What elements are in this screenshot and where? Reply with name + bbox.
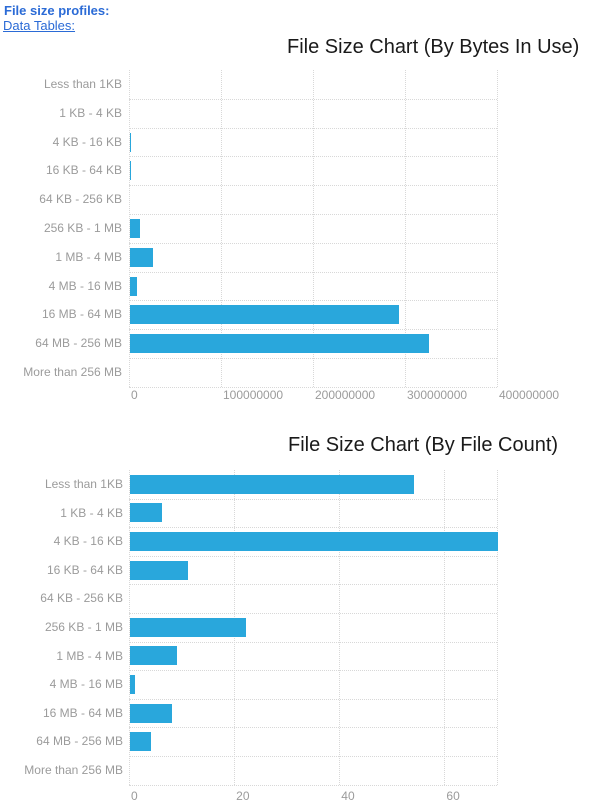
gridline-horizontal <box>129 670 497 672</box>
category-label: 1 KB - 4 KB <box>59 105 122 120</box>
gridline-horizontal <box>129 784 497 786</box>
x-tick-label: 0 <box>131 789 138 803</box>
category-label: More than 256 MB <box>23 365 122 379</box>
bar <box>130 305 399 325</box>
bar <box>130 474 414 494</box>
gridline-horizontal <box>129 756 497 757</box>
data-tables-link[interactable]: Data Tables: <box>3 18 76 33</box>
gridline-vertical <box>129 70 130 387</box>
bar <box>130 276 138 296</box>
gridline-horizontal <box>129 386 497 388</box>
bar <box>130 503 162 523</box>
category-label: 16 MB - 64 MB <box>42 705 123 720</box>
gridline-horizontal <box>129 698 497 700</box>
gridline-horizontal <box>129 584 497 586</box>
bar <box>130 532 498 551</box>
gridline-vertical <box>221 70 222 387</box>
bar <box>130 132 132 152</box>
bar <box>130 703 173 723</box>
category-label: 1 KB - 4 KB <box>60 505 123 520</box>
category-label: 4 KB - 16 KB <box>53 534 123 549</box>
gridline-horizontal <box>129 555 497 557</box>
gridline-horizontal <box>129 727 497 729</box>
category-label: 4 KB - 16 KB <box>52 134 122 149</box>
chart-title-file-count: File Size Chart (By File Count) <box>288 434 559 456</box>
file-size-profiles-heading: File size profiles: <box>4 3 110 18</box>
category-label: Less than 1KB <box>44 477 123 491</box>
category-label: 64 MB - 256 MB <box>36 734 123 749</box>
bar <box>130 617 246 637</box>
bar <box>130 560 188 580</box>
x-tick-label: 40 <box>341 789 355 803</box>
x-tick-label: 200000000 <box>315 388 376 402</box>
category-label: 1 MB - 4 MB <box>55 249 122 264</box>
category-label: Less than 1KB <box>43 77 122 91</box>
x-tick-label: 300000000 <box>407 388 468 402</box>
category-label: 64 MB - 256 MB <box>35 336 122 351</box>
x-tick-label: 0 <box>131 388 138 402</box>
gridline-horizontal <box>129 527 497 529</box>
gridline-vertical <box>129 470 130 785</box>
category-label: 4 MB - 16 MB <box>48 278 122 293</box>
category-label: 256 KB - 1 MB <box>44 620 123 634</box>
gridline-vertical <box>497 70 498 387</box>
gridline-vertical <box>405 70 406 387</box>
gridline-vertical <box>313 70 314 387</box>
bar <box>130 218 141 238</box>
bar <box>130 646 178 666</box>
category-label: 256 KB - 1 MB <box>43 221 122 235</box>
x-tick-label: 20 <box>236 789 250 803</box>
gridline-horizontal <box>129 641 497 643</box>
category-label: 64 KB - 256 KB <box>39 192 122 207</box>
gridline-horizontal <box>129 498 497 500</box>
x-tick-label: 100000000 <box>223 388 284 402</box>
gridline-vertical <box>339 470 341 785</box>
category-label: More than 256 MB <box>24 763 123 777</box>
chart-title-bytes-in-use: File Size Chart (By Bytes In Use) <box>287 36 580 58</box>
category-label: 64 KB - 256 KB <box>40 591 123 606</box>
bar <box>130 247 153 267</box>
gridline-vertical <box>497 470 498 785</box>
category-label: 16 MB - 64 MB <box>41 307 122 322</box>
category-label: 1 MB - 4 MB <box>56 648 123 663</box>
bar <box>130 161 131 181</box>
gridline-horizontal <box>129 613 497 614</box>
bar <box>130 675 136 694</box>
x-tick-label: 400000000 <box>499 388 560 402</box>
gridline-vertical <box>444 470 446 785</box>
category-label: 4 MB - 16 MB <box>49 677 123 692</box>
bar <box>130 732 152 752</box>
category-label: 16 KB - 64 KB <box>46 562 123 577</box>
category-label: 16 KB - 64 KB <box>45 163 122 178</box>
x-tick-label: 60 <box>446 789 460 803</box>
bar <box>130 334 429 354</box>
